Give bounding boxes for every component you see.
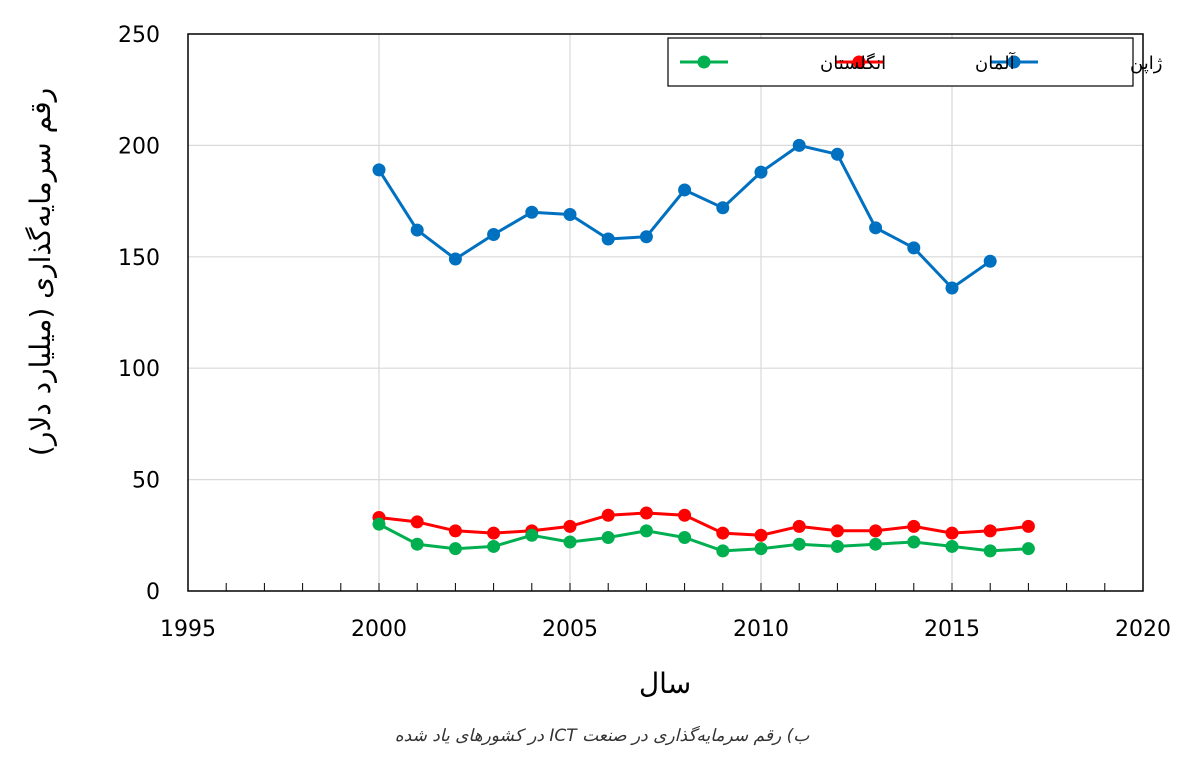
data-point <box>372 163 386 177</box>
legend-swatch-marker <box>1007 55 1021 69</box>
data-point <box>601 531 615 545</box>
data-point <box>448 252 462 266</box>
data-point <box>754 165 768 179</box>
data-point <box>639 506 653 520</box>
data-point <box>830 147 844 161</box>
x-tick-label: 2015 <box>924 617 980 642</box>
legend: ژاپن آلمان انگلستان <box>667 37 1162 87</box>
data-point <box>448 524 462 538</box>
data-point <box>983 254 997 268</box>
series-lines <box>372 138 1035 558</box>
y-tick-label: 0 <box>146 580 160 605</box>
data-point <box>907 535 921 549</box>
data-point <box>563 519 577 533</box>
x-tick-label: 2005 <box>542 617 598 642</box>
data-point <box>448 542 462 556</box>
data-point <box>678 508 692 522</box>
data-point <box>601 232 615 246</box>
data-point <box>716 526 730 540</box>
legend-swatch-marker <box>697 55 711 69</box>
y-tick-label: 200 <box>118 134 160 159</box>
data-point <box>563 535 577 549</box>
data-point <box>869 524 883 538</box>
x-tick-label: 1995 <box>160 617 216 642</box>
data-point <box>792 138 806 152</box>
series-group <box>372 517 1035 558</box>
series-group <box>372 138 997 295</box>
data-point <box>830 524 844 538</box>
data-point <box>678 183 692 197</box>
data-point <box>716 544 730 558</box>
data-point <box>983 544 997 558</box>
plot-area-frame <box>187 33 1144 592</box>
data-point <box>601 508 615 522</box>
data-point <box>983 524 997 538</box>
data-point <box>945 526 959 540</box>
data-point <box>639 524 653 538</box>
y-tick-label: 150 <box>118 246 160 271</box>
data-point <box>678 531 692 545</box>
x-tick-label: 2010 <box>733 617 789 642</box>
y-tick-label: 50 <box>132 469 160 494</box>
data-point <box>830 539 844 553</box>
data-point <box>525 205 539 219</box>
data-point <box>639 230 653 244</box>
legend-label: انگلستان <box>820 52 886 74</box>
data-point <box>754 542 768 556</box>
figure-caption: ب) رقم سرمایه‌گذاری در صنعت ICT در کشوره… <box>394 726 810 746</box>
series-line <box>377 143 992 290</box>
data-point <box>525 528 539 542</box>
data-point <box>410 537 424 551</box>
data-point <box>869 537 883 551</box>
y-tick-label: 100 <box>118 357 160 382</box>
data-point <box>563 207 577 221</box>
x-tick-label: 2000 <box>351 617 407 642</box>
data-point <box>487 526 501 540</box>
series-group <box>372 506 1035 542</box>
data-point <box>1021 542 1035 556</box>
legend-swatch-marker <box>852 55 866 69</box>
data-point <box>372 517 386 531</box>
data-point <box>410 515 424 529</box>
data-point <box>869 221 883 235</box>
data-point <box>716 201 730 215</box>
data-point <box>907 519 921 533</box>
legend-label: آلمان <box>975 51 1016 74</box>
y-tick-label: 250 <box>118 23 160 48</box>
data-point <box>487 228 501 242</box>
data-point <box>410 223 424 237</box>
tick-labels: 1995 2000 2005 2010 2015 2020 0 50 100 150 200 250 <box>118 23 1171 642</box>
data-point <box>754 528 768 542</box>
data-point <box>1021 519 1035 533</box>
legend-label: ژاپن <box>1130 53 1162 74</box>
x-axis-title: سال <box>639 667 691 700</box>
data-point <box>792 537 806 551</box>
data-point <box>907 241 921 255</box>
data-point <box>945 539 959 553</box>
data-point <box>945 281 959 295</box>
y-axis-title: رقم سرمایه‌گذاری (میلیارد دلار) <box>24 88 57 456</box>
data-point <box>487 539 501 553</box>
data-point <box>792 519 806 533</box>
series-line <box>378 511 1029 537</box>
x-minor-ticks <box>187 583 1144 591</box>
grid-lines <box>188 34 1143 591</box>
x-tick-label: 2020 <box>1115 617 1171 642</box>
legend-box <box>667 37 1134 87</box>
